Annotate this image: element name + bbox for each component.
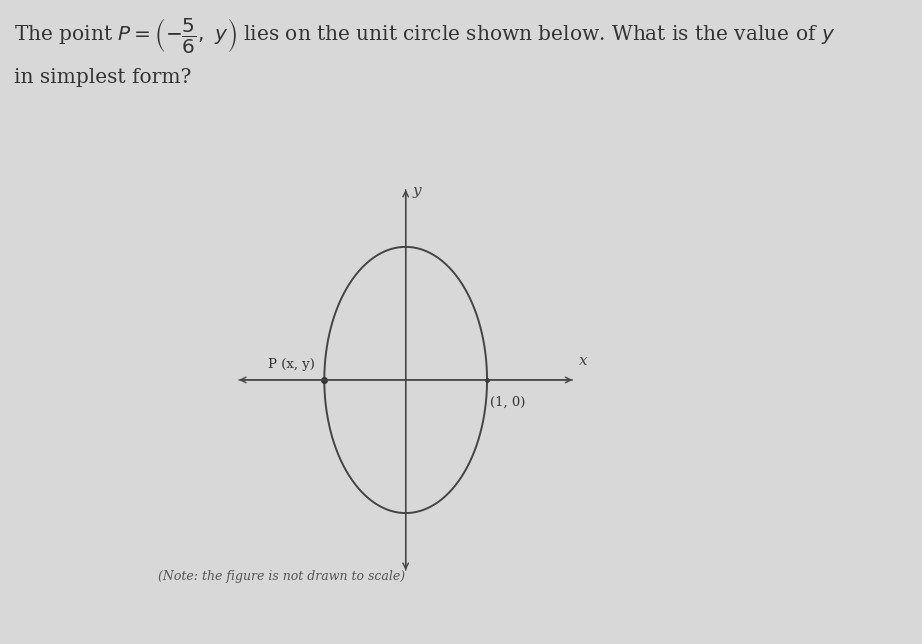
Text: in simplest form?: in simplest form? [14, 68, 191, 87]
Text: (Note: the figure is not drawn to scale): (Note: the figure is not drawn to scale) [158, 570, 405, 583]
Text: P (x, y): P (x, y) [268, 357, 315, 371]
Text: (1, 0): (1, 0) [491, 396, 526, 409]
Text: x: x [579, 354, 587, 368]
Text: The point $P = \left(-\dfrac{5}{6},\ y\right)$ lies on the unit circle shown bel: The point $P = \left(-\dfrac{5}{6},\ y\r… [14, 16, 835, 55]
Text: y: y [412, 184, 421, 198]
